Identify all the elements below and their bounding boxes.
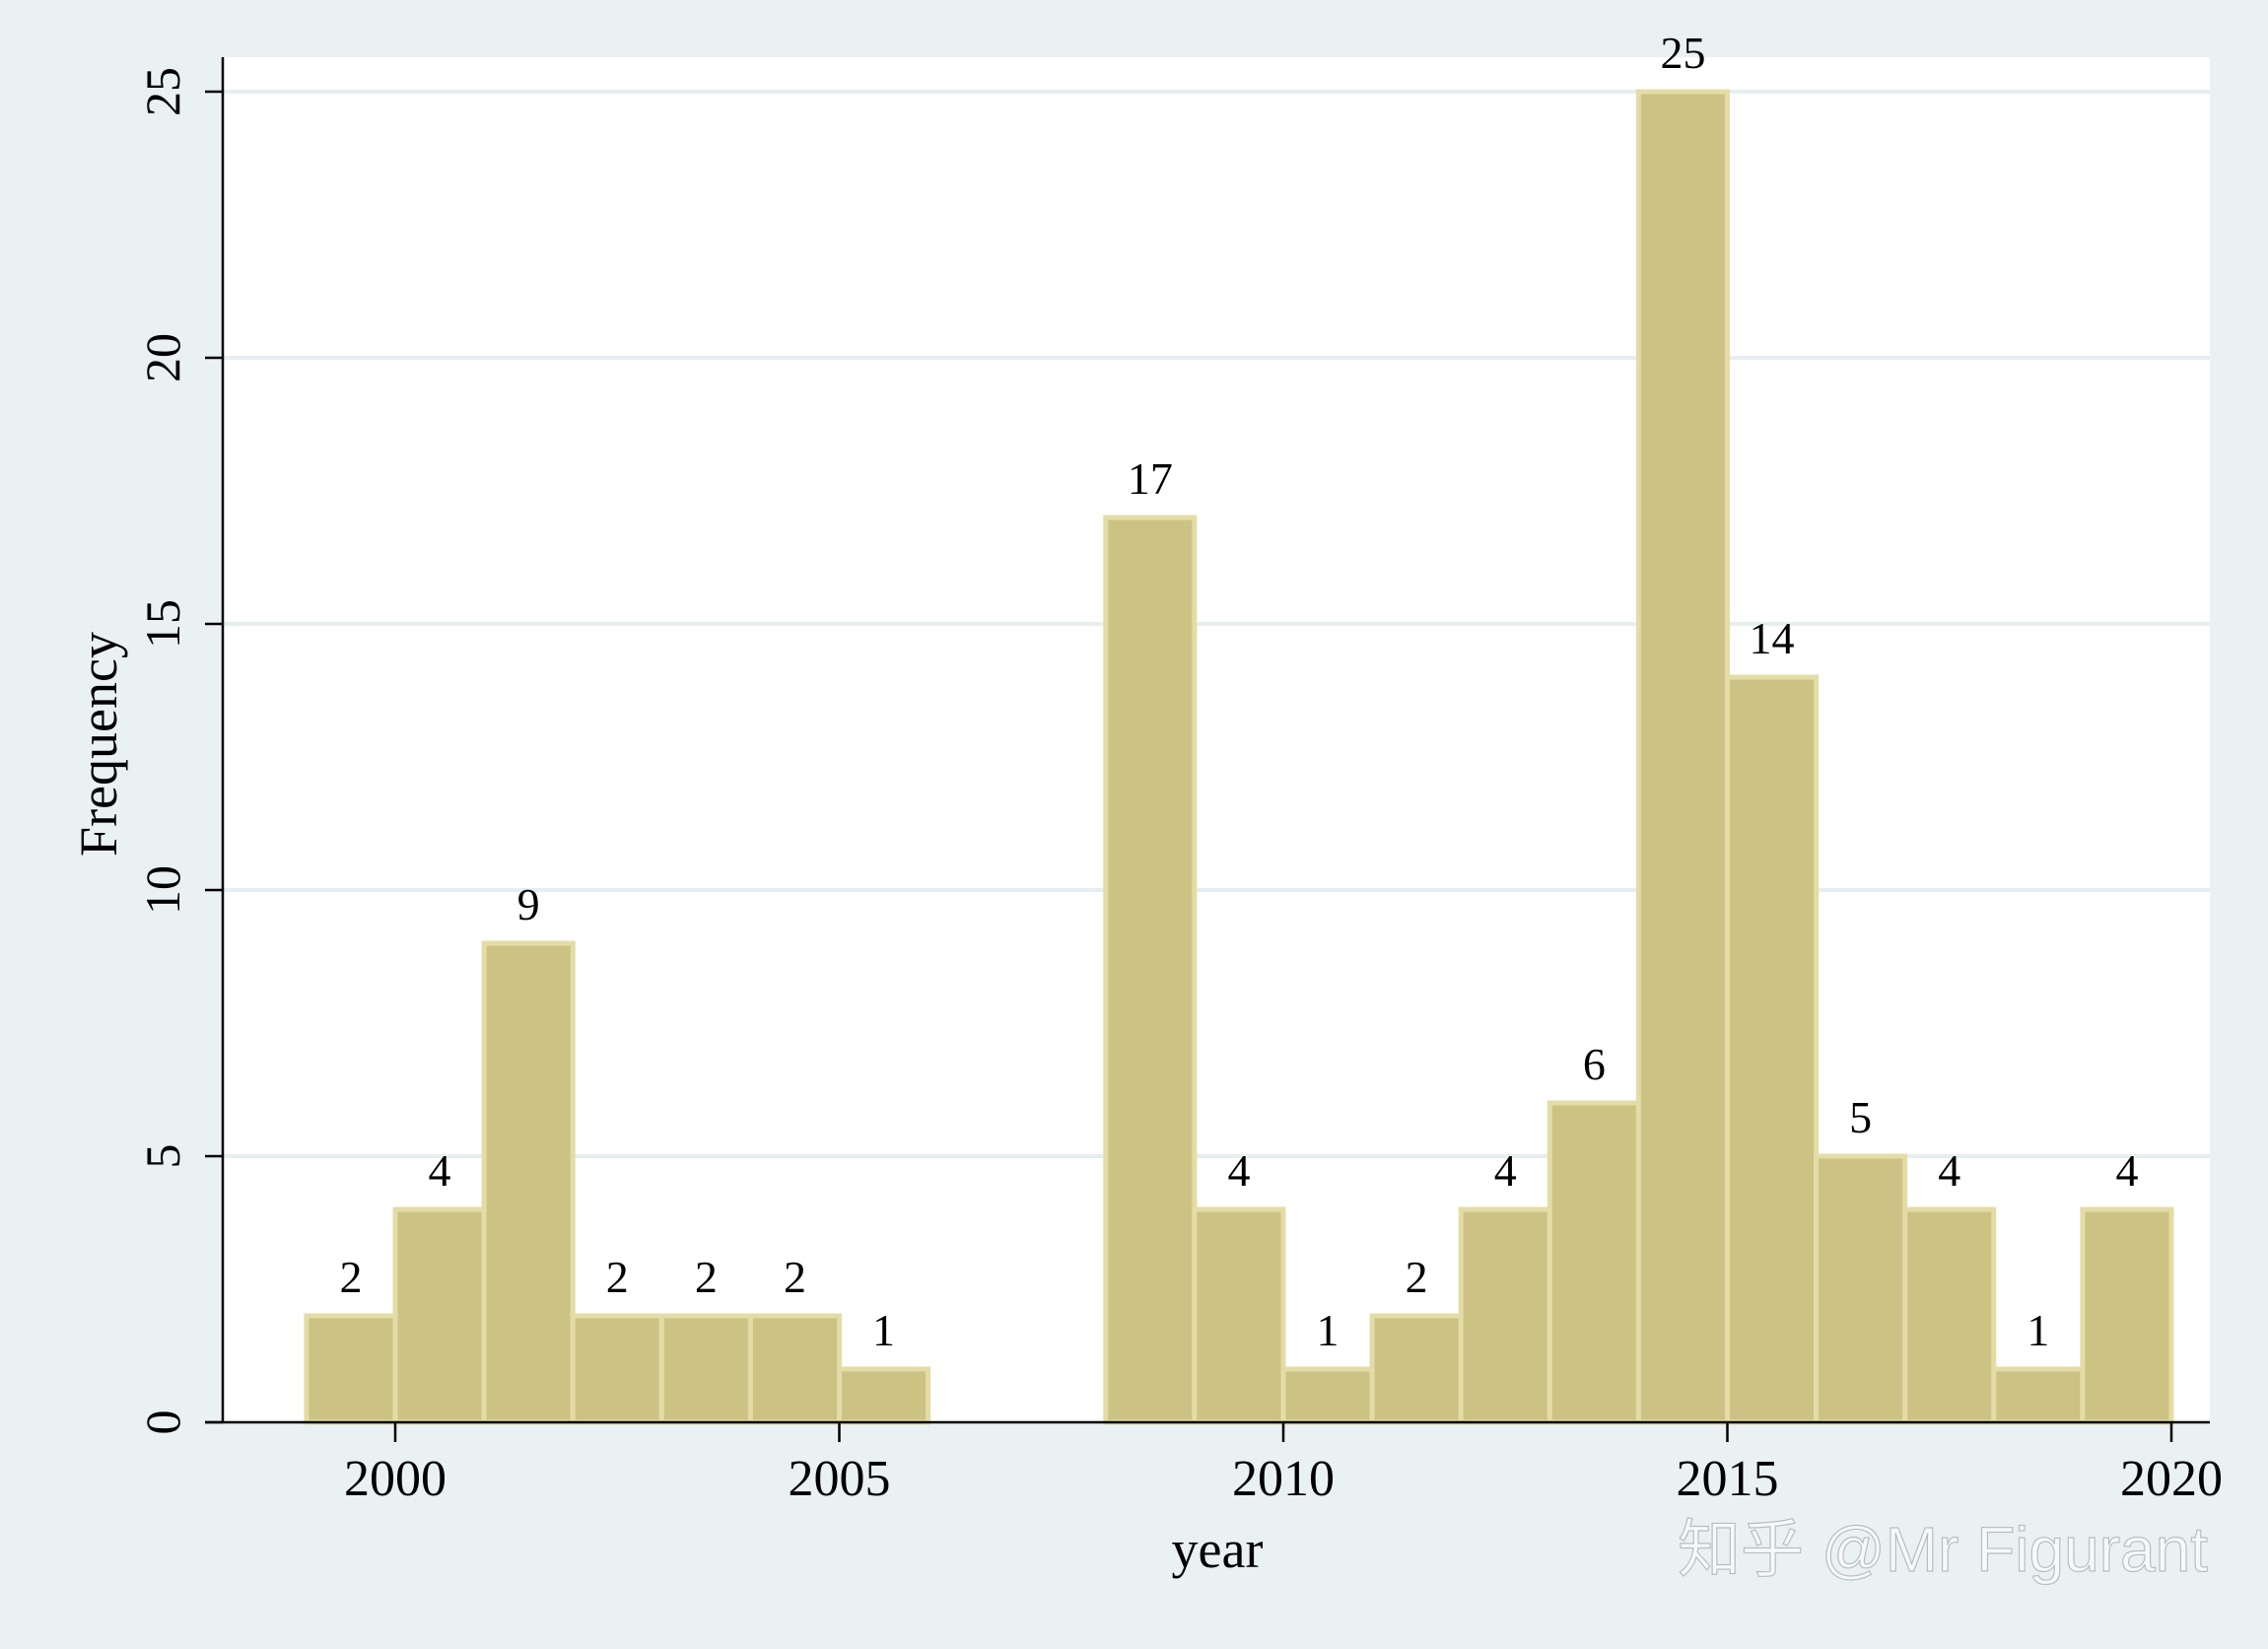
bar-value-label: 17 bbox=[1128, 453, 1173, 504]
bar-2011 bbox=[1369, 1313, 1464, 1425]
bar-2003 bbox=[658, 1313, 753, 1425]
bar-value-label: 1 bbox=[1317, 1305, 1340, 1355]
bar-2010 bbox=[1280, 1366, 1375, 1425]
x-tick-label: 2005 bbox=[789, 1451, 891, 1507]
bar-2018 bbox=[1991, 1366, 2086, 1425]
bar-value-label: 2 bbox=[606, 1252, 629, 1302]
bar-2015 bbox=[1725, 674, 1820, 1425]
bar-value-label: 6 bbox=[1583, 1039, 1606, 1089]
bar-2002 bbox=[570, 1313, 664, 1425]
y-tick-label: 20 bbox=[135, 333, 190, 382]
y-tick-label: 0 bbox=[135, 1410, 190, 1435]
bar-value-label: 4 bbox=[1494, 1145, 1517, 1196]
y-tick-label: 15 bbox=[135, 599, 190, 649]
bar-2016 bbox=[1814, 1153, 1908, 1425]
x-tick-label: 2000 bbox=[344, 1451, 447, 1507]
x-tick-label: 2020 bbox=[2120, 1451, 2223, 1507]
bar-value-label: 2 bbox=[695, 1252, 718, 1302]
bar-2008 bbox=[1103, 515, 1198, 1425]
bar-value-label: 2 bbox=[1406, 1252, 1428, 1302]
x-axis-title: year bbox=[1172, 1520, 1264, 1579]
y-axis-title: Frequency bbox=[69, 632, 128, 857]
bar-value-label: 5 bbox=[1849, 1092, 1872, 1142]
bar-value-label: 4 bbox=[1938, 1145, 1960, 1196]
bar-2014 bbox=[1635, 89, 1731, 1425]
bar-2004 bbox=[747, 1313, 843, 1425]
bar-value-label: 25 bbox=[1660, 28, 1705, 78]
bar-2000 bbox=[392, 1206, 487, 1425]
bar-value-label: 14 bbox=[1750, 613, 1795, 663]
bar-2013 bbox=[1546, 1100, 1641, 1425]
bar-value-label: 4 bbox=[2115, 1145, 2138, 1196]
watermark-text: 知乎 @Mr Figurant bbox=[1678, 1514, 2208, 1585]
y-tick-label: 5 bbox=[135, 1144, 190, 1169]
x-tick-label: 2010 bbox=[1232, 1451, 1335, 1507]
bar-value-label: 2 bbox=[784, 1252, 806, 1302]
bar-2019 bbox=[2080, 1206, 2174, 1425]
bar-2001 bbox=[481, 940, 576, 1425]
bar-value-label: 1 bbox=[872, 1305, 895, 1355]
bar-value-label: 2 bbox=[339, 1252, 362, 1302]
bar-value-label: 1 bbox=[2027, 1305, 2049, 1355]
bar-1999 bbox=[304, 1313, 398, 1425]
bar-value-label: 4 bbox=[429, 1145, 451, 1196]
bars bbox=[304, 89, 2174, 1425]
bar-2005 bbox=[837, 1366, 931, 1425]
bar-value-label: 9 bbox=[517, 879, 540, 929]
bar-2017 bbox=[1902, 1206, 1997, 1425]
axes bbox=[205, 57, 2210, 1442]
bar-2012 bbox=[1458, 1206, 1552, 1425]
bar-2009 bbox=[1192, 1206, 1286, 1425]
y-tick-label: 10 bbox=[135, 865, 190, 915]
y-tick-label: 25 bbox=[135, 67, 190, 116]
x-tick-label: 2015 bbox=[1677, 1451, 1779, 1507]
bar-value-label: 4 bbox=[1227, 1145, 1250, 1196]
